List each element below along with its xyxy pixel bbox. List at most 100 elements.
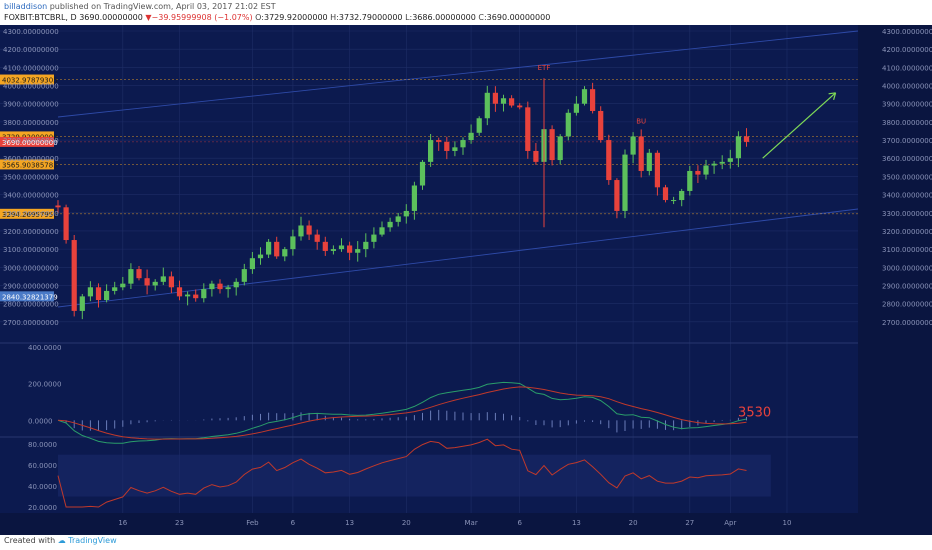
candle-body: [703, 165, 709, 175]
footer: Created with ☁ TradingView: [4, 536, 117, 545]
candle-body: [468, 132, 474, 141]
candle-body: [581, 89, 588, 104]
annotation-label: 3530: [738, 406, 771, 421]
time-tick-label: Feb: [246, 519, 259, 527]
macd-tick-label-left: 0.0000: [28, 417, 53, 425]
rsi-tick-label-left: 60.0000: [28, 462, 57, 470]
candle-body: [241, 269, 247, 282]
candle-body: [371, 234, 377, 242]
time-tick-label: 6: [291, 519, 296, 527]
candle-body: [322, 241, 328, 251]
price-tag: [0, 208, 54, 219]
candle-body: [484, 92, 490, 119]
candle-body: [209, 283, 215, 290]
candle-body: [330, 249, 336, 251]
price-tick-label-right: 2700.00000000: [882, 319, 932, 327]
price-chart[interactable]: 4032.978793054032.978793053729.920000003…: [0, 25, 932, 535]
candle-body: [549, 129, 555, 161]
candle-body: [152, 281, 158, 286]
candle-body: [590, 89, 596, 111]
price-tick-label-right: 4000.00000000: [882, 83, 932, 91]
price-tick-label-left: 3600.00000000: [3, 155, 59, 163]
author-link[interactable]: billaddison: [4, 2, 48, 11]
price-tick-label-left: 4100.00000000: [3, 64, 59, 72]
rsi-line: [57, 438, 747, 508]
price-tick-label-right: 4300.00000000: [882, 28, 932, 36]
time-tick-label: Mar: [464, 519, 477, 527]
time-tick-label: 6: [517, 519, 522, 527]
candle-body: [727, 158, 733, 162]
candle-body: [662, 187, 669, 201]
rsi-tick-label-left: 40.0000: [28, 483, 57, 491]
symbol-label: FOXBIT:BTCBRL, D: [4, 13, 77, 22]
price-tag: [0, 131, 54, 142]
candle-body: [403, 210, 409, 217]
candle-body: [249, 258, 255, 270]
candle-body: [355, 249, 361, 253]
candle-body: [606, 140, 612, 181]
price-tag: [0, 74, 54, 85]
last-price: 3690.00000000: [79, 13, 143, 22]
candle-body: [160, 276, 166, 282]
candle-body: [671, 200, 677, 202]
tradingview-link[interactable]: TradingView: [68, 536, 117, 545]
candle-body: [395, 216, 401, 222]
candle-body: [428, 140, 434, 162]
price-tick-label-right: 3500.00000000: [882, 173, 932, 181]
price-tick-label-right: 3200.00000000: [882, 228, 932, 236]
price-tick-label-right: 2800.00000000: [882, 301, 932, 309]
candle-body: [719, 161, 725, 164]
grid-lines: [0, 25, 932, 513]
price-tick-label-right: 4200.00000000: [882, 46, 932, 54]
annotation-label: ETF: [538, 64, 551, 72]
candle-body: [630, 136, 636, 155]
candle-body: [274, 241, 280, 257]
candle-body: [638, 136, 644, 171]
candle-body: [452, 147, 458, 151]
candle-body: [525, 107, 531, 151]
candle-body: [136, 269, 142, 279]
price-tick-label-left: 3400.00000000: [3, 192, 59, 200]
candle-body: [695, 170, 701, 175]
price-tick-label-left: 2700.00000000: [3, 319, 59, 327]
low-value: 3686.00000000: [412, 13, 476, 22]
candle-body: [79, 296, 85, 311]
macd-tick-label-left: 400.0000: [28, 344, 61, 352]
candle-body: [314, 234, 320, 242]
candle-body: [598, 110, 604, 141]
candle-body: [476, 118, 482, 133]
ohlc-header: FOXBIT:BTCBRL, D 3690.00000000 ▼−39.9599…: [4, 13, 551, 22]
candle-body: [306, 225, 312, 235]
annotations: ETF BU 3530: [538, 64, 837, 421]
candle-body: [233, 281, 239, 288]
candle-body: [614, 180, 620, 211]
time-tick-label: 20: [402, 519, 411, 527]
open-value: 3729.92000000: [264, 13, 328, 22]
price-tick-label-left: 3000.00000000: [3, 264, 59, 272]
price-tick-label-right: 3600.00000000: [882, 155, 932, 163]
price-tick-label-right: 3900.00000000: [882, 101, 932, 109]
candle-body: [201, 289, 207, 299]
candles: [55, 78, 750, 320]
price-tick-label-right: 2900.00000000: [882, 282, 932, 290]
publish-header: billaddison published on TradingView.com…: [4, 2, 276, 14]
candle-body: [492, 92, 498, 104]
time-tick-label: Apr: [724, 519, 736, 527]
candle-body: [387, 221, 393, 228]
price-tick-label-right: 3100.00000000: [882, 246, 932, 254]
candle-body: [735, 136, 741, 159]
candle-body: [411, 185, 417, 211]
price-tick-label-right: 3800.00000000: [882, 119, 932, 127]
time-tick-label: 13: [345, 519, 354, 527]
time-tick-label: 13: [572, 519, 581, 527]
projection-arrow: [762, 92, 837, 159]
price-tag: [0, 136, 54, 147]
candle-body: [338, 245, 345, 250]
candle-body: [557, 136, 563, 161]
candle-body: [436, 140, 442, 142]
right-price-axis: [858, 25, 932, 535]
price-tick-label-left: 4200.00000000: [3, 46, 59, 54]
candle-body: [55, 205, 61, 208]
down-arrow-icon: ▼: [145, 13, 152, 22]
price-tick-label-right: 4100.00000000: [882, 64, 932, 72]
